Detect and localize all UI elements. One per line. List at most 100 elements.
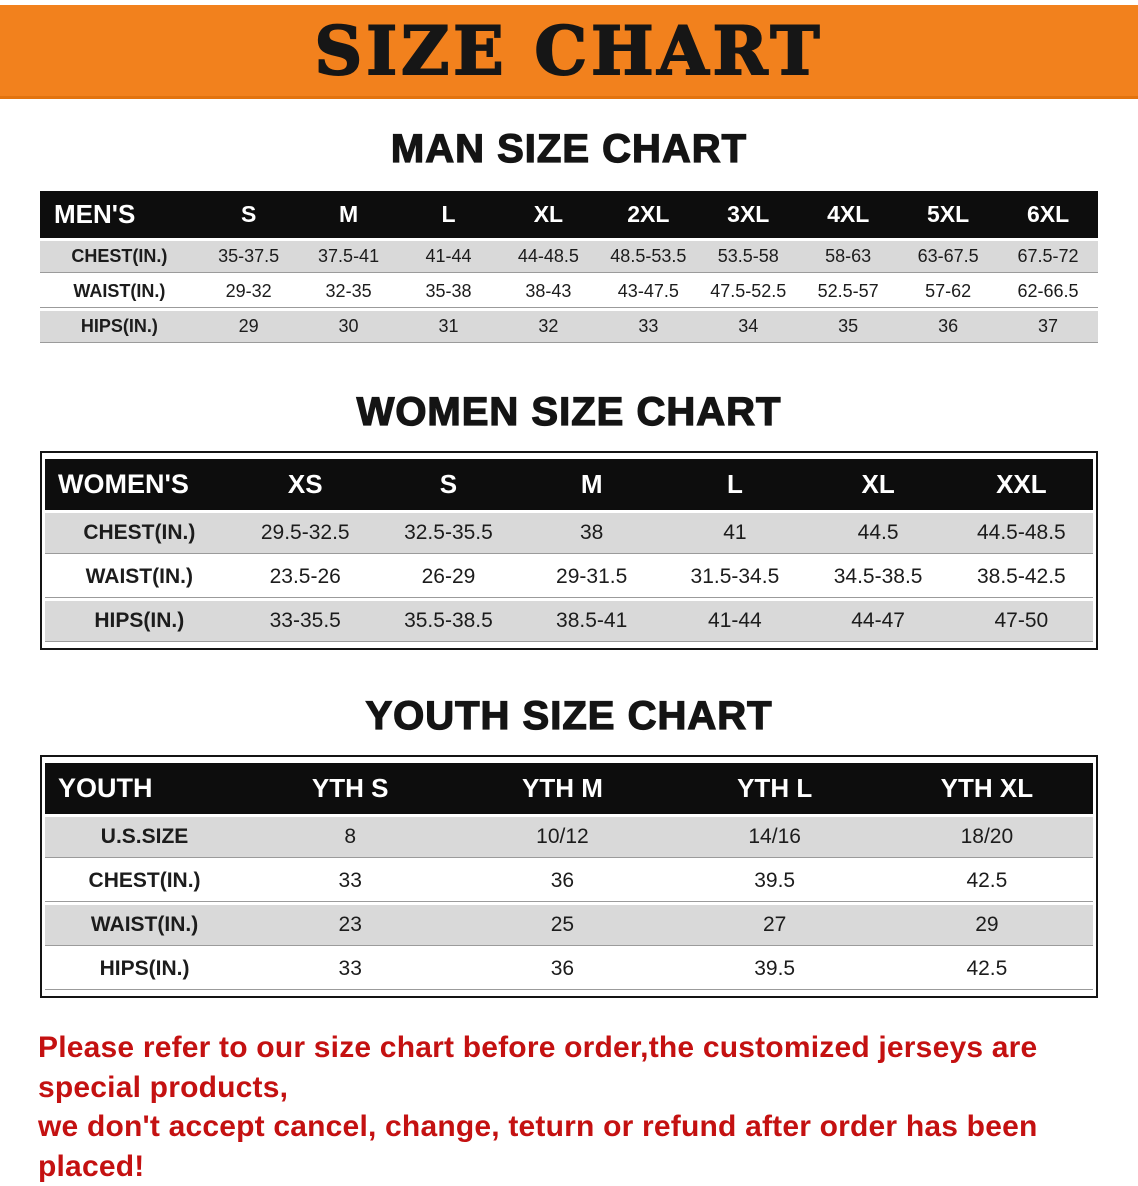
measurement-value: 25 [456,905,669,946]
header-row: YOUTH YTH S YTH M YTH L YTH XL [45,763,1093,814]
size-column-header: YTH M [456,763,669,814]
size-column-header: XXL [949,459,1093,510]
measurement-value: 38 [520,513,664,554]
header-row: MEN'S S M L XL 2XL 3XL 4XL 5XL 6XL [40,191,1098,238]
measurement-row: HIPS(IN.) 29 30 31 32 33 34 35 36 37 [40,311,1098,343]
row-label: WAIST(IN.) [45,557,234,598]
row-label: WAIST(IN.) [45,905,245,946]
measurement-value: 32-35 [298,276,399,308]
measurement-value: 48.5-53.5 [598,241,699,273]
measurement-value: 67.5-72 [998,241,1098,273]
measurement-value: 41 [663,513,807,554]
size-column-header: L [398,191,499,238]
measurement-value: 53.5-58 [698,241,799,273]
measurement-row: HIPS(IN.) 33 36 39.5 42.5 [45,949,1093,990]
measurement-value: 44.5-48.5 [949,513,1093,554]
measurement-value: 33-35.5 [233,601,377,642]
measurement-value: 8 [244,817,457,858]
row-label: CHEST(IN.) [45,861,245,902]
measurement-value: 29 [198,311,299,343]
measurement-value: 30 [298,311,399,343]
measurement-value: 35.5-38.5 [376,601,521,642]
measurement-value: 57-62 [898,276,999,308]
women-table-wrap: WOMEN'S XS S M L XL XXL CHEST(IN.) 29.5-32.5 32.5… [40,451,1098,650]
measurement-value: 62-66.5 [998,276,1098,308]
size-column-header: S [198,191,299,238]
size-column-header: M [298,191,399,238]
measurement-row: CHEST(IN.) 33 36 39.5 42.5 [45,861,1093,902]
row-label: CHEST(IN.) [45,513,234,554]
row-label: WAIST(IN.) [40,276,199,308]
table-name-header: YOUTH [45,763,245,814]
measurement-row: WAIST(IN.) 23.5-26 26-29 29-31.5 31.5-34.5 34… [45,557,1093,598]
size-column-header: 5XL [898,191,999,238]
measurement-row: CHEST(IN.) 29.5-32.5 32.5-35.5 38 41 44.5 44.5… [45,513,1093,554]
disclaimer-line-2: we don't accept cancel, change, teturn o… [38,1110,1038,1183]
measurement-value: 34.5-38.5 [806,557,950,598]
table-name-header: WOMEN'S [45,459,234,510]
row-label: HIPS(IN.) [45,949,245,990]
measurement-value: 29-31.5 [520,557,664,598]
row-label: U.S.SIZE [45,817,245,858]
row-label: HIPS(IN.) [45,601,234,642]
youth-table-frame: YOUTH YTH S YTH M YTH L YTH XL U.S.SIZE 8 10/12… [40,755,1098,998]
measurement-value: 44-47 [806,601,950,642]
measurement-value: 36 [898,311,999,343]
measurement-value: 29.5-32.5 [233,513,377,554]
women-table-frame: WOMEN'S XS S M L XL XXL CHEST(IN.) 29.5-32.5 32.5… [40,451,1098,650]
measurement-value: 26-29 [376,557,521,598]
measurement-value: 63-67.5 [898,241,999,273]
women-chart-title: WOMEN SIZE CHART [356,389,782,434]
measurement-row: WAIST(IN.) 23 25 27 29 [45,905,1093,946]
measurement-value: 36 [456,861,669,902]
measurement-value: 37.5-41 [298,241,399,273]
measurement-value: 23 [244,905,457,946]
measurement-value: 29 [880,905,1093,946]
size-column-header: YTH XL [880,763,1093,814]
measurement-value: 39.5 [668,949,881,990]
measurement-value: 18/20 [880,817,1093,858]
measurement-value: 38-43 [498,276,599,308]
measurement-value: 41-44 [398,241,499,273]
measurement-value: 31 [398,311,499,343]
measurement-value: 33 [244,861,457,902]
measurement-value: 39.5 [668,861,881,902]
size-column-header: M [520,459,664,510]
measurement-value: 41-44 [663,601,807,642]
measurement-value: 42.5 [880,861,1093,902]
measurement-value: 29-32 [198,276,299,308]
disclaimer-note: Please refer to our size chart before or… [38,1028,1100,1186]
men-table-wrap: MEN'S S M L XL 2XL 3XL 4XL 5XL 6XL CHEST(IN.) 35-37… [40,188,1098,346]
measurement-value: 38.5-42.5 [949,557,1093,598]
measurement-value: 43-47.5 [598,276,699,308]
measurement-value: 14/16 [668,817,881,858]
size-column-header: 6XL [998,191,1098,238]
size-chart-banner: SIZE CHART [0,5,1138,99]
men-size-table: MEN'S S M L XL 2XL 3XL 4XL 5XL 6XL CHEST(IN.) 35-37… [40,188,1098,346]
measurement-value: 31.5-34.5 [663,557,807,598]
measurement-value: 35-38 [398,276,499,308]
measurement-value: 52.5-57 [798,276,899,308]
women-size-table: WOMEN'S XS S M L XL XXL CHEST(IN.) 29.5-32.5 32.5… [45,456,1093,645]
banner-title: SIZE CHART [314,11,824,91]
measurement-value: 36 [456,949,669,990]
measurement-value: 42.5 [880,949,1093,990]
measurement-value: 32 [498,311,599,343]
measurement-value: 27 [668,905,881,946]
measurement-value: 38.5-41 [520,601,664,642]
measurement-value: 33 [598,311,699,343]
row-label: HIPS(IN.) [40,311,199,343]
row-label: CHEST(IN.) [40,241,199,273]
size-column-header: 2XL [598,191,699,238]
measurement-value: 23.5-26 [233,557,377,598]
youth-size-table: YOUTH YTH S YTH M YTH L YTH XL U.S.SIZE 8 10/12… [45,760,1093,993]
measurement-value: 47-50 [949,601,1093,642]
measurement-row: WAIST(IN.) 29-32 32-35 35-38 38-43 43-47.5 47.… [40,276,1098,308]
measurement-value: 10/12 [456,817,669,858]
measurement-value: 37 [998,311,1098,343]
measurement-value: 44.5 [806,513,950,554]
measurement-value: 35 [798,311,899,343]
measurement-value: 32.5-35.5 [376,513,521,554]
header-row: WOMEN'S XS S M L XL XXL [45,459,1093,510]
size-column-header: YTH S [244,763,457,814]
